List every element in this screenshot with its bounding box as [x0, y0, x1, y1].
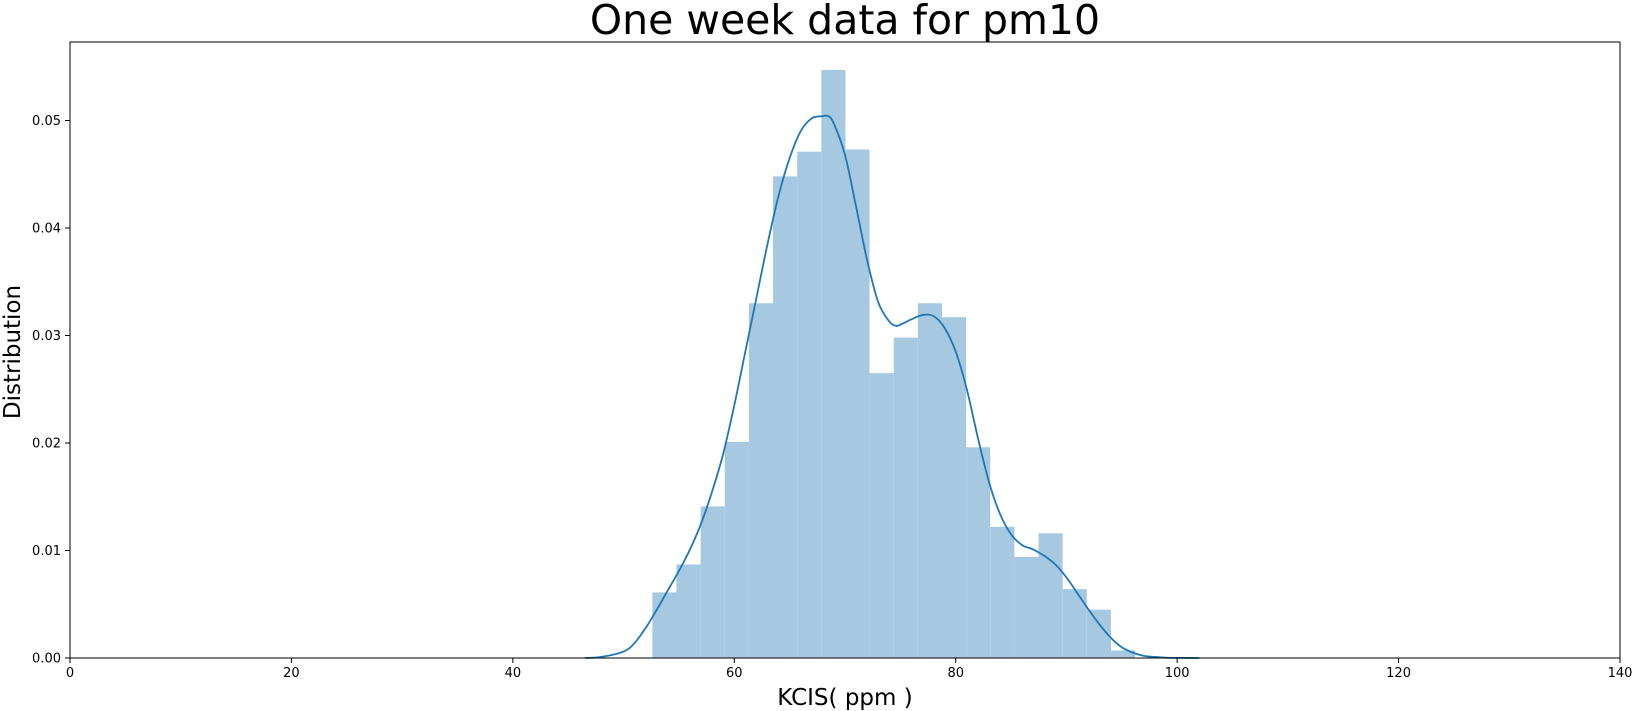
histogram-bar: [1110, 650, 1136, 658]
x-tick-label: 60: [726, 666, 743, 681]
histogram-bar: [700, 506, 725, 658]
x-tick-label: 80: [947, 666, 964, 681]
y-tick-label: 0.04: [32, 221, 61, 236]
x-axis-label: KCIS( ppm ): [777, 685, 912, 711]
x-axis: 0 20 40 60 80 100 120 140: [66, 658, 1633, 681]
kde-curve-group: [584, 114, 1200, 659]
x-tick-label: 0: [66, 666, 74, 681]
y-axis: 0.00 0.01 0.02 0.03 0.04 0.05: [32, 114, 70, 667]
y-tick-label: 0.01: [32, 544, 61, 559]
y-tick-label: 0.05: [32, 114, 61, 129]
x-tick-label: 40: [505, 666, 522, 681]
histogram-bar: [652, 592, 677, 658]
x-tick-label: 120: [1386, 666, 1411, 681]
histogram-bar: [941, 317, 967, 658]
histogram-bar: [821, 69, 846, 659]
chart-title: One week data for pm10: [590, 0, 1100, 44]
kde-line: [584, 114, 1200, 659]
x-tick-label: 20: [283, 666, 300, 681]
plot-area-frame: [69, 41, 1621, 659]
histogram-bar: [990, 526, 1015, 658]
histogram-bar: [724, 441, 749, 658]
histogram-bar: [845, 149, 870, 658]
histogram-bar: [1014, 556, 1039, 658]
histogram-bars: [652, 69, 1136, 659]
histogram-bar: [1062, 589, 1087, 658]
y-tick-label: 0.02: [32, 436, 61, 451]
y-tick-label: 0.00: [32, 652, 61, 667]
y-tick-label: 0.03: [32, 329, 61, 344]
histogram-bar: [1038, 533, 1063, 658]
histogram-bar: [966, 447, 991, 658]
y-axis-label: Distribution: [0, 285, 26, 419]
histogram-bar: [797, 151, 822, 658]
histogram-bar: [869, 373, 894, 658]
histogram-bar: [917, 303, 942, 658]
histogram-bar: [893, 337, 918, 658]
histogram-bar: [748, 303, 774, 658]
histogram-bar: [676, 564, 701, 658]
histogram-bar: [773, 176, 798, 659]
x-tick-label: 140: [1608, 666, 1633, 681]
x-tick-label: 100: [1165, 666, 1190, 681]
